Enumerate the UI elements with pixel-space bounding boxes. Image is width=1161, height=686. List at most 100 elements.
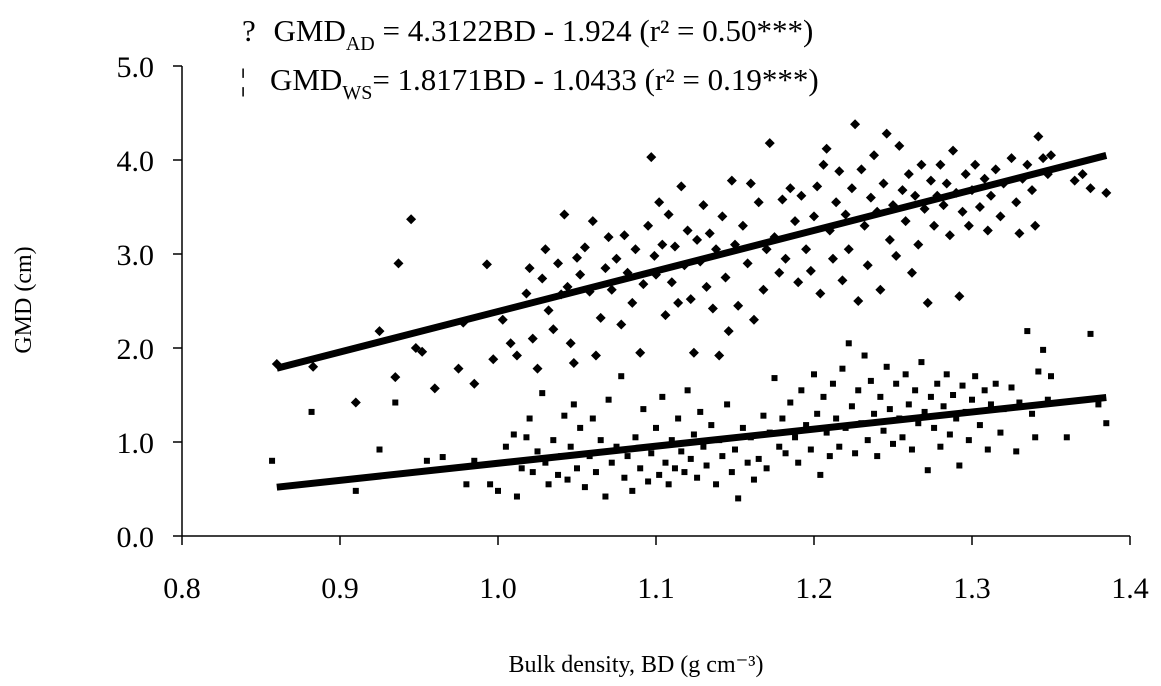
data-point-ws <box>811 371 817 378</box>
data-point-ad <box>553 258 564 269</box>
data-point-ad <box>630 244 641 255</box>
data-point-ad <box>985 190 996 201</box>
data-point-ad <box>548 324 559 335</box>
data-point-ad <box>859 220 870 231</box>
data-point-ws <box>561 412 568 419</box>
data-point-ws <box>463 481 470 488</box>
data-point-ad <box>616 319 627 330</box>
data-point-ad <box>723 326 734 337</box>
data-point-ad <box>815 288 826 299</box>
data-point-ad <box>913 239 924 250</box>
data-point-ws <box>972 373 979 380</box>
data-point-ad <box>827 253 838 264</box>
data-point-ws <box>613 443 620 450</box>
data-point-ws <box>684 387 691 394</box>
y-tick-label: 3.0 <box>117 239 155 272</box>
legend: ? GMDAD = 4.3122BD - 1.924 (r² = 0.50***… <box>240 13 819 104</box>
data-point-ad <box>673 297 684 308</box>
data-point-ws <box>659 393 666 400</box>
data-point-ws <box>1103 420 1110 427</box>
data-point-ad <box>720 272 731 283</box>
data-point-ad <box>488 354 499 365</box>
y-tick-label: 2.0 <box>117 333 155 366</box>
data-point-ad <box>543 305 554 316</box>
data-point-ad <box>1046 150 1056 161</box>
data-point-ws <box>681 469 688 476</box>
x-tick-label: 1.4 <box>1111 572 1149 605</box>
data-point-ad <box>1033 131 1044 142</box>
data-point-ws <box>950 392 957 398</box>
data-point-ad <box>742 258 753 269</box>
data-point-ad <box>649 250 660 261</box>
data-point-ws <box>965 437 972 444</box>
data-point-ws <box>724 401 731 408</box>
data-point-ad <box>869 150 880 161</box>
data-point-ws <box>1040 346 1047 353</box>
data-point-ws <box>1024 328 1031 335</box>
data-point-ws <box>621 474 628 481</box>
data-point-ws <box>668 437 675 444</box>
data-point-ws <box>874 453 881 460</box>
data-point-ws <box>1035 368 1042 375</box>
data-point-ws <box>700 443 707 450</box>
y-tick-label: 0.0 <box>117 521 155 554</box>
data-point-ad <box>970 159 981 170</box>
data-point-ws <box>577 424 584 431</box>
data-point-ad <box>853 296 864 306</box>
data-point-ad <box>1006 153 1017 164</box>
data-point-ad <box>587 216 598 227</box>
data-point-ad <box>497 314 508 325</box>
data-point-ad <box>1030 220 1041 231</box>
data-point-ad <box>925 175 936 186</box>
data-point-ad <box>974 202 985 212</box>
data-point-ws <box>662 459 669 466</box>
data-point-ad <box>878 178 889 189</box>
data-point-ad <box>417 346 428 357</box>
data-point-ws <box>581 484 588 491</box>
data-point-ad <box>1077 169 1088 180</box>
data-point-ws <box>439 454 446 461</box>
data-point-ad <box>698 200 709 211</box>
plot-marks <box>269 119 1112 502</box>
data-point-ws <box>807 446 814 453</box>
data-point-ws <box>648 450 655 457</box>
data-point-ws <box>732 446 738 453</box>
data-point-ws <box>523 434 530 441</box>
data-point-ws <box>1044 396 1051 403</box>
data-point-ws <box>921 408 928 415</box>
data-point-ad <box>990 164 1001 175</box>
data-point-ws <box>902 371 909 378</box>
data-point-ws <box>760 412 767 419</box>
data-point-ws <box>518 465 525 472</box>
data-point-ad <box>308 361 319 372</box>
data-point-ad <box>410 343 421 353</box>
data-point-ws <box>629 487 636 494</box>
data-point-ws <box>640 406 647 413</box>
data-point-ad <box>809 211 819 222</box>
data-point-ad <box>881 128 892 139</box>
data-point-ws <box>550 437 557 444</box>
data-point-ws <box>534 448 541 455</box>
data-point-ad <box>579 242 590 253</box>
data-point-ws <box>690 431 697 438</box>
data-point-ws <box>829 380 836 387</box>
data-point-ad <box>903 169 914 180</box>
data-point-ad <box>910 190 921 201</box>
data-point-ws <box>992 380 999 387</box>
data-point-ad <box>611 253 622 264</box>
data-point-ad <box>954 291 965 302</box>
data-point-ad <box>801 244 812 255</box>
data-point-ws <box>864 437 871 444</box>
data-point-ws <box>1008 384 1015 391</box>
data-point-ws <box>899 434 906 441</box>
data-point-ws <box>744 459 751 466</box>
regression-line-ws <box>276 394 1107 491</box>
data-point-ad <box>532 363 543 374</box>
data-point-ws <box>817 471 824 478</box>
data-point-ws <box>1032 434 1039 441</box>
data-point-ws <box>912 387 919 394</box>
data-point-ad <box>758 284 769 295</box>
data-point-ad <box>562 281 573 292</box>
data-point-ws <box>656 471 663 478</box>
data-point-ad <box>963 220 974 231</box>
